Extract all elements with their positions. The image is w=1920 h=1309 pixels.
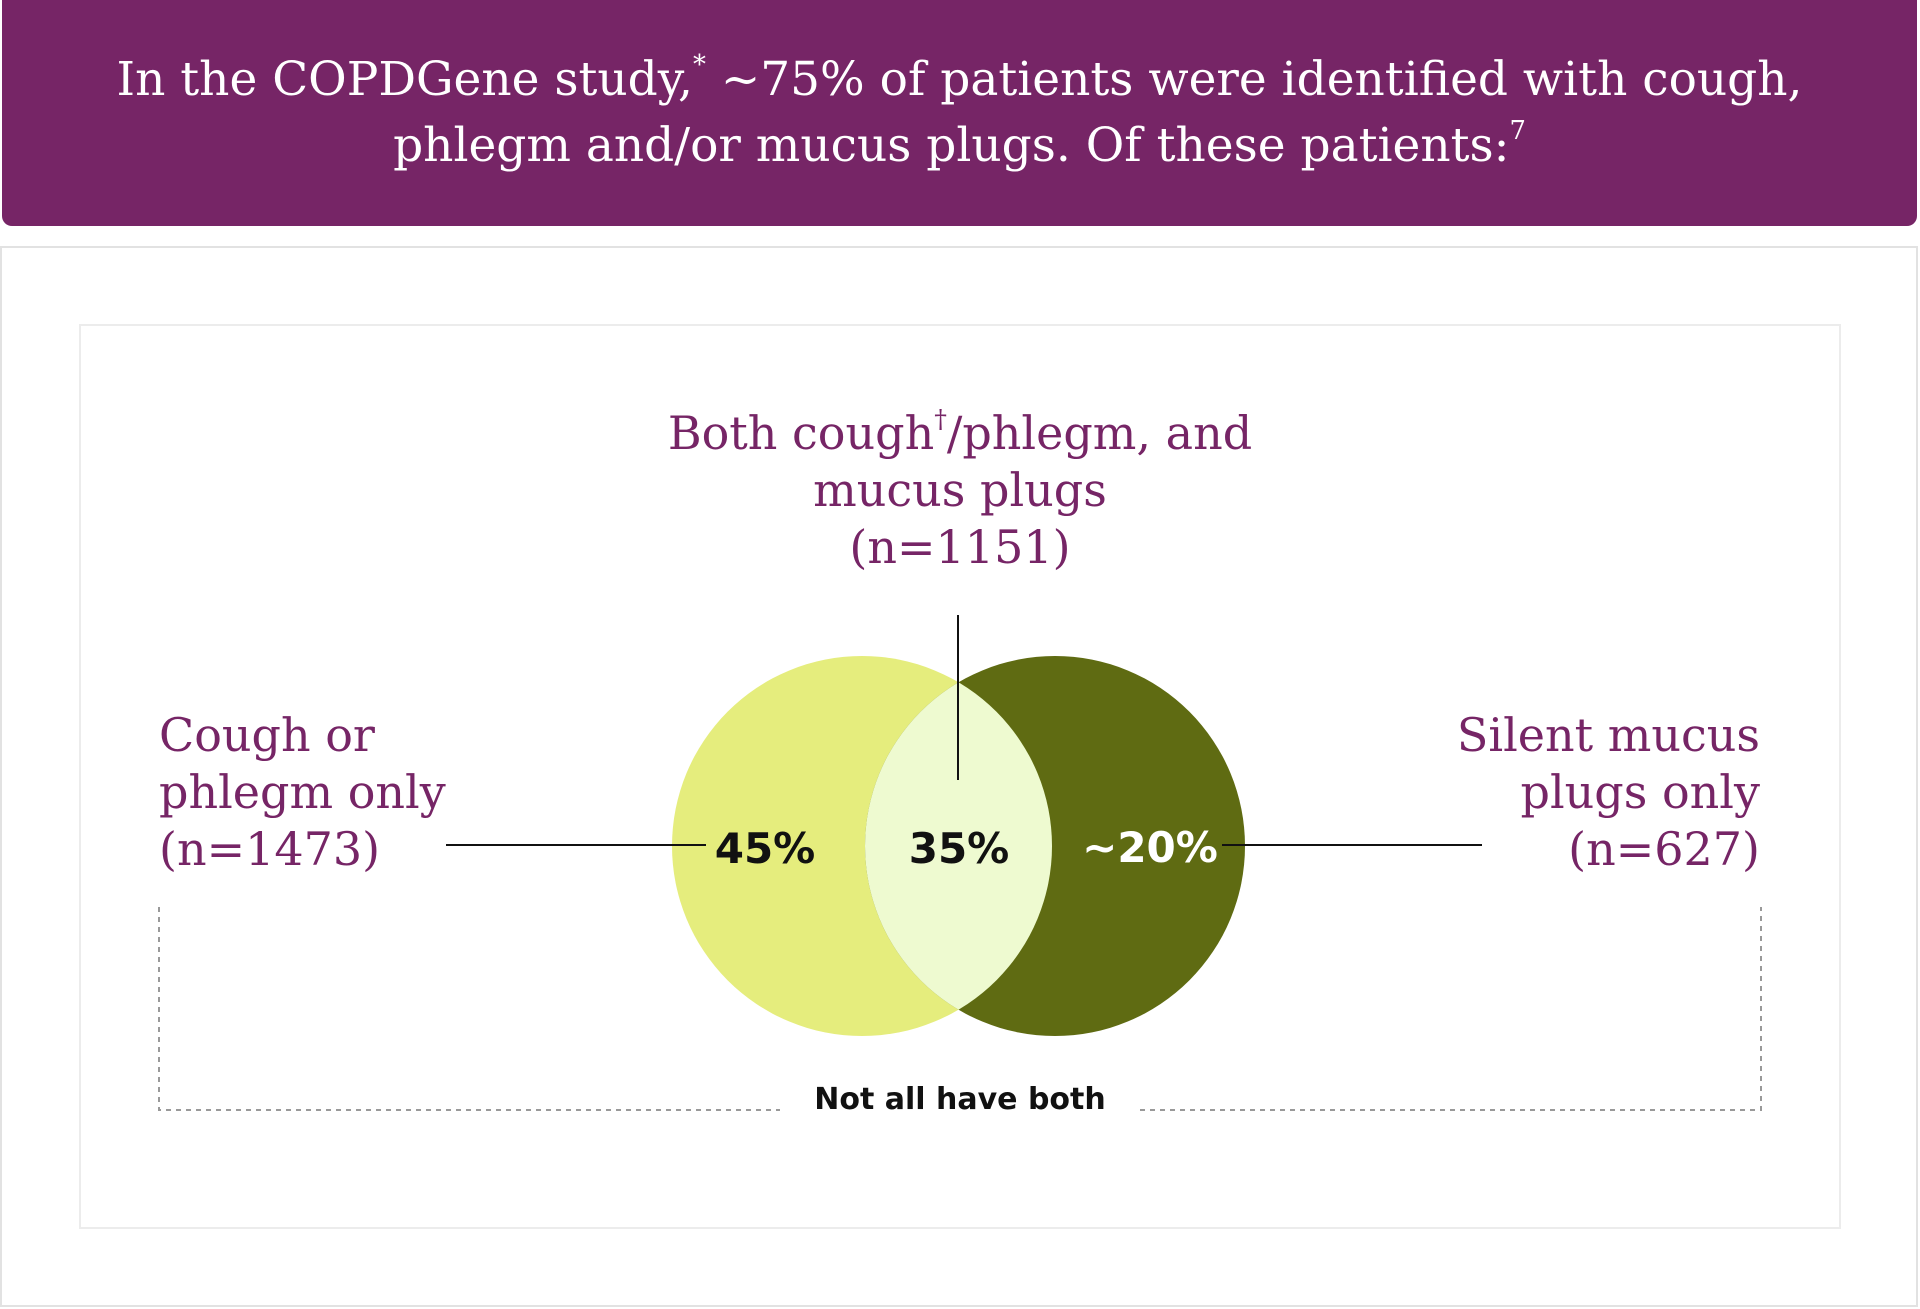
outer-panel [0, 246, 1918, 1307]
plugs-only-value: ~20% [1082, 823, 1218, 872]
both-value: 35% [909, 824, 1010, 873]
not-all-have-both-note: Not all have both [814, 1082, 1106, 1117]
plugs-only-label: Silent mucus plugs only (n=627) [1456, 708, 1760, 876]
inner-panel [79, 324, 1841, 1229]
header-banner: In the COPDGene study,* ~75% of patients… [2, 0, 1917, 226]
cough-only-value: 45% [715, 824, 816, 873]
banner-line-1: In the COPDGene study,* ~75% of patients… [116, 50, 1803, 107]
both-label: Both cough†/phlegm, and mucus plugs (n=1… [667, 404, 1253, 574]
bracket-left [158, 907, 780, 1111]
banner-line-2: phlegm and/or mucus plugs. Of these pati… [393, 116, 1526, 173]
overlap-region [865, 656, 1052, 1036]
cough-only-label: Cough or phlegm only (n=1473) [159, 708, 446, 876]
bracket-right [1140, 907, 1762, 1111]
